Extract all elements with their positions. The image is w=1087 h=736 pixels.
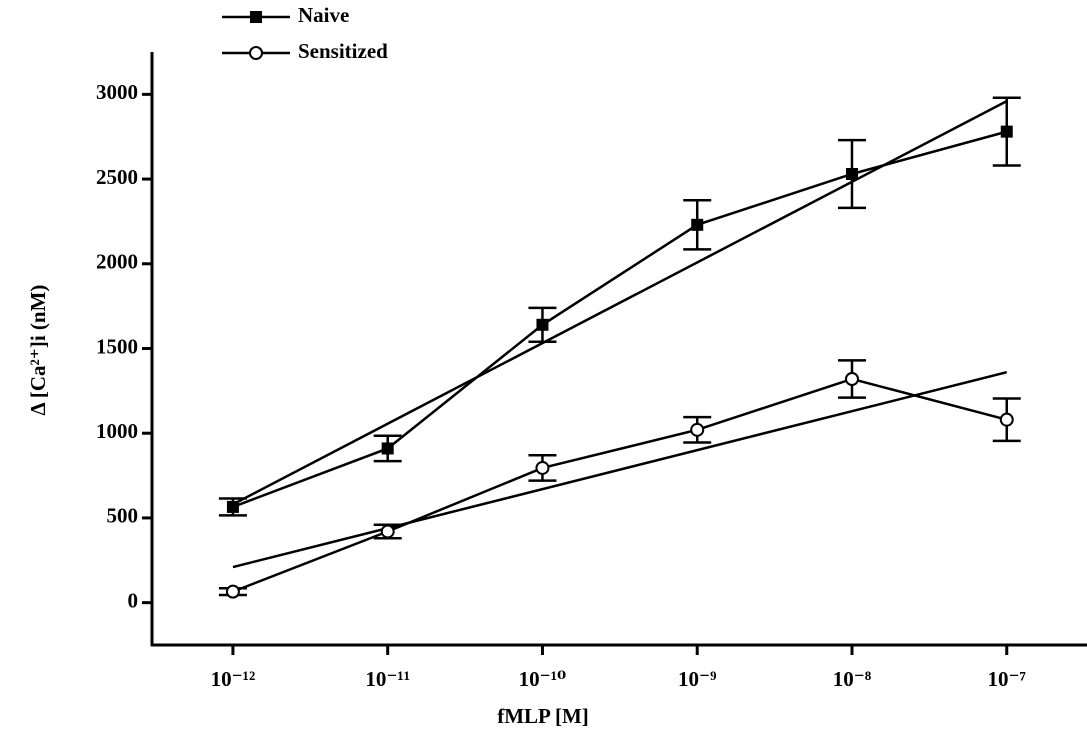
x-tick-label: 10⁻⁹ [678, 667, 716, 691]
y-tick-label: 3000 [96, 80, 138, 104]
data-point [225, 584, 240, 599]
y-tick-label: 2500 [96, 165, 138, 189]
x-tick-label: 10⁻⁷ [988, 667, 1026, 691]
data-point [844, 371, 859, 386]
x-axis-label: fMLP [M] [497, 704, 589, 728]
data-point [691, 218, 704, 231]
y-tick-label: 500 [107, 504, 139, 528]
data-point [690, 422, 705, 437]
data-point [226, 500, 239, 513]
data-point [845, 167, 858, 180]
data-point [535, 460, 550, 475]
data-line [232, 130, 1008, 509]
y-tick-label: 1500 [96, 334, 138, 358]
legend-marker [250, 11, 262, 23]
data-point [536, 318, 549, 331]
x-tick-label: 10⁻⁸ [833, 667, 871, 691]
legend-marker [249, 46, 263, 60]
fit-line [232, 371, 1008, 569]
data-point [999, 412, 1014, 427]
x-tick-label: 10⁻¹⁰ [519, 667, 567, 691]
data-point [1000, 125, 1013, 138]
data-line [232, 377, 1008, 593]
legend-label: Sensitized [298, 39, 388, 63]
legend-label: Naive [298, 3, 349, 27]
y-tick-label: 0 [128, 588, 139, 612]
fit-line [232, 100, 1008, 506]
y-axis-label: Δ [Ca²⁺]i (nM) [26, 285, 50, 416]
data-point [380, 524, 395, 539]
y-tick-label: 1000 [96, 419, 138, 443]
data-point [381, 442, 394, 455]
x-tick-label: 10⁻¹¹ [365, 667, 410, 691]
y-tick-label: 2000 [96, 250, 138, 274]
x-tick-label: 10⁻¹² [211, 667, 256, 691]
